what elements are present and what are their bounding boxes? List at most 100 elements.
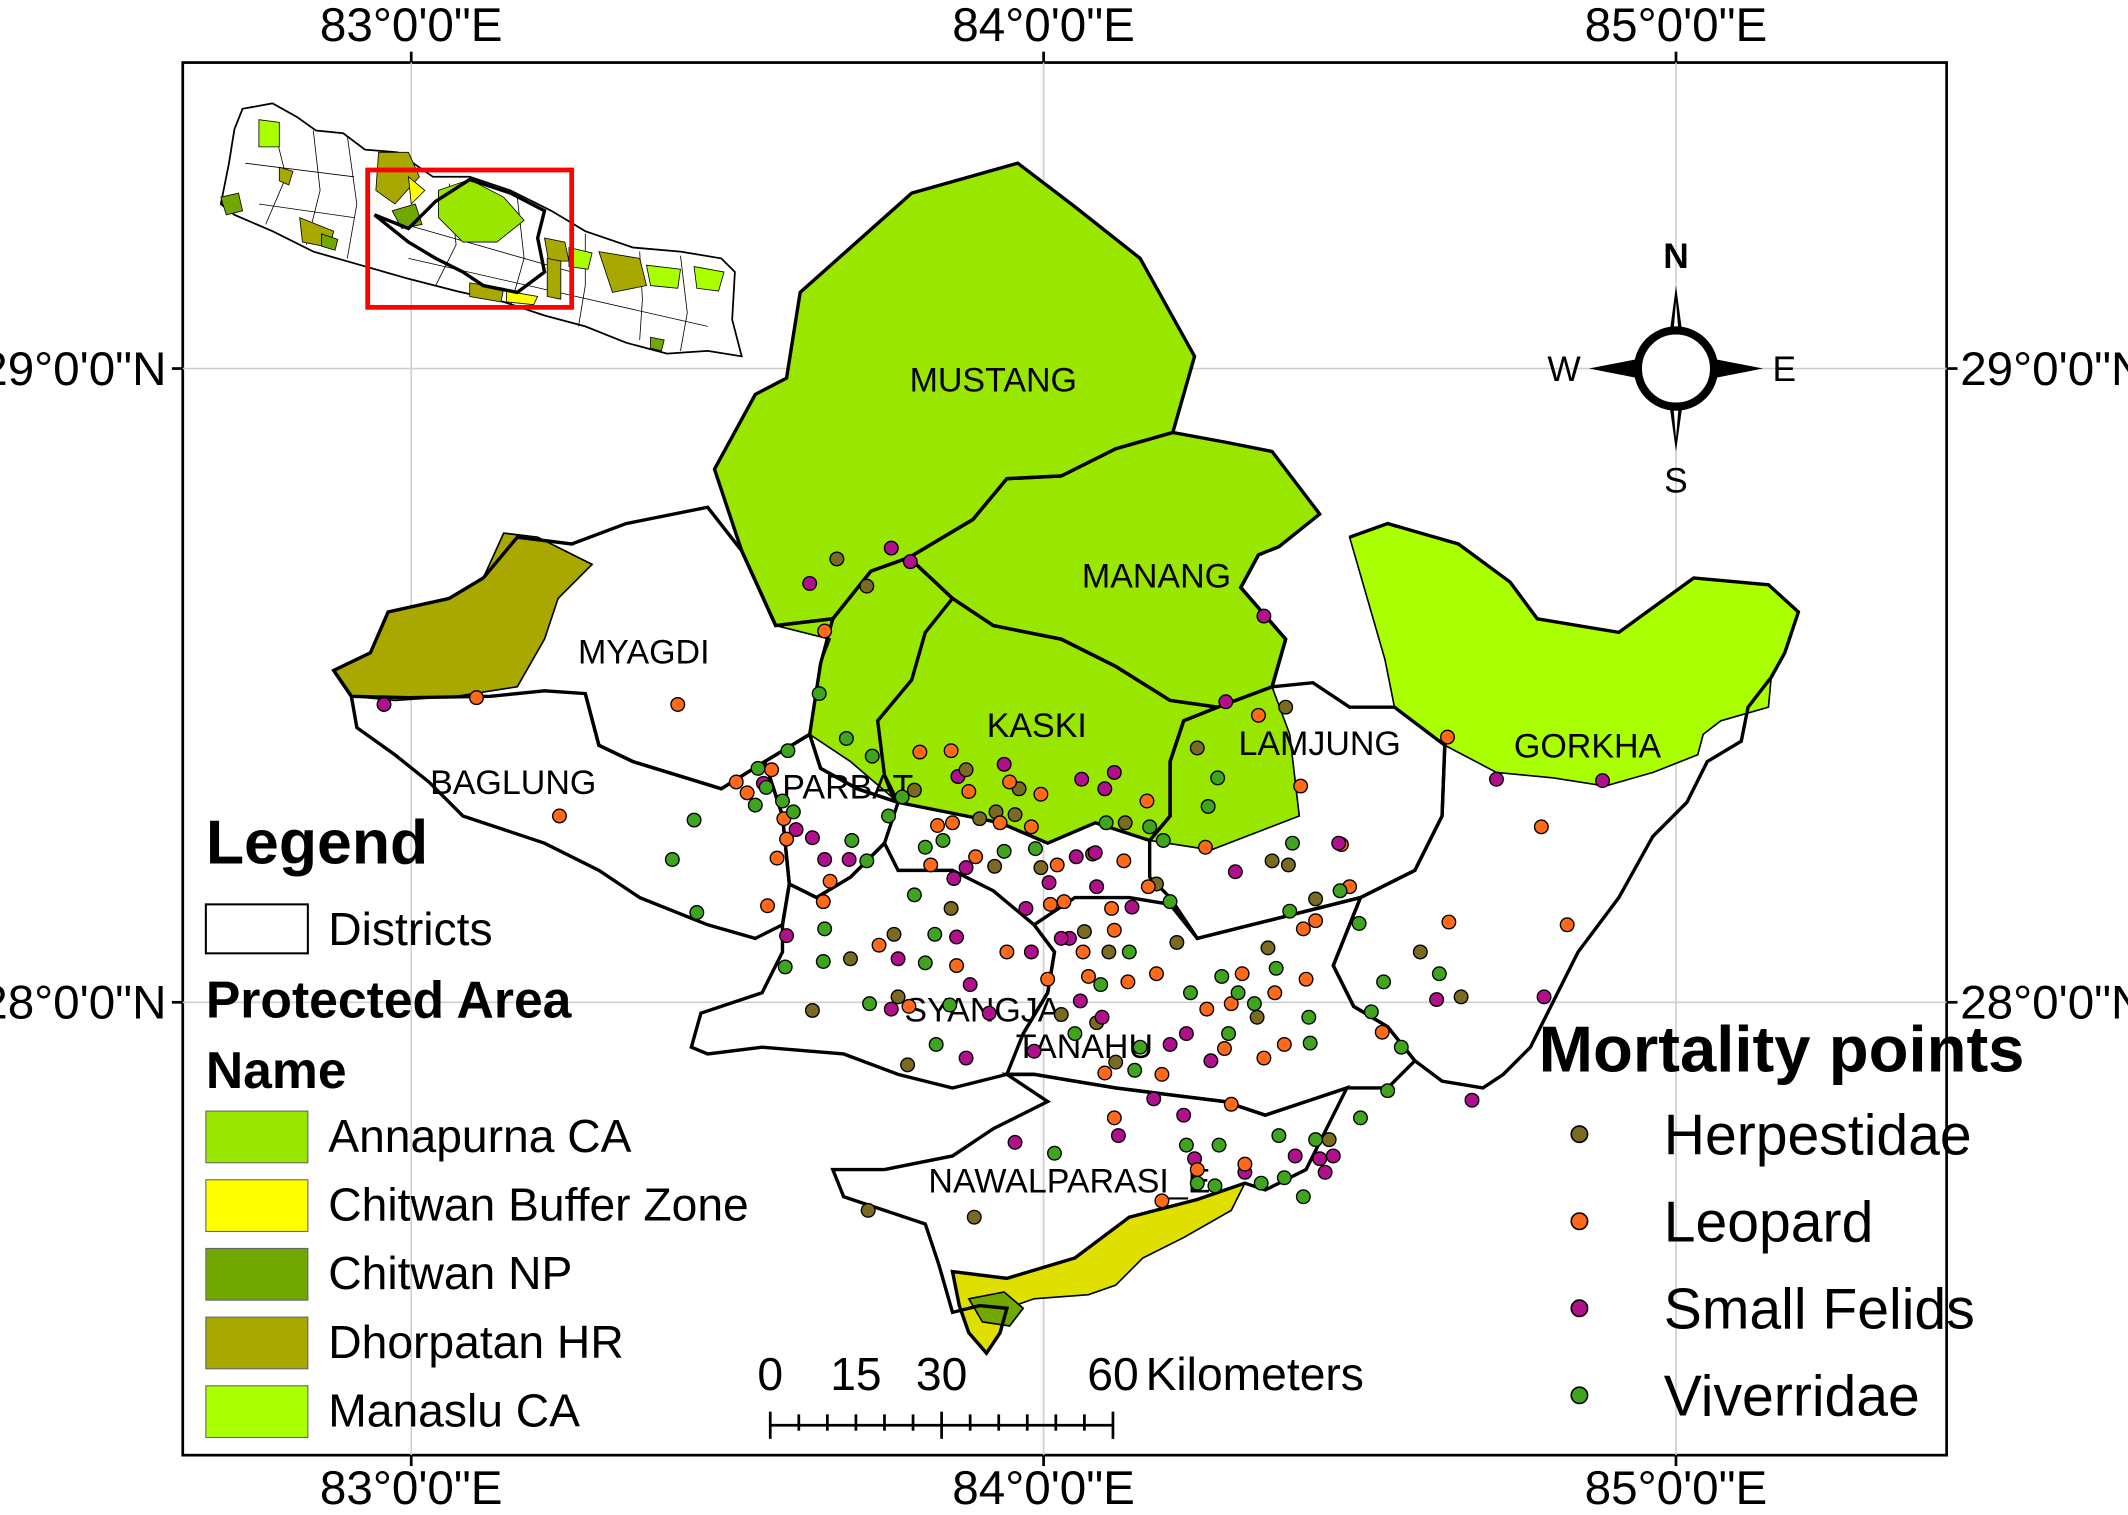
mortality-point	[1230, 985, 1246, 1001]
mortality-point	[1176, 1107, 1192, 1123]
mortality-point	[817, 852, 833, 867]
mortality-point	[1127, 1062, 1143, 1078]
mortality-point	[1042, 896, 1058, 912]
mortality-point	[958, 860, 974, 876]
mortality-point	[1139, 793, 1155, 809]
mortality-point	[788, 822, 804, 838]
legend-name-title: Name	[206, 1041, 347, 1099]
mortality-point	[1049, 857, 1065, 873]
mortality-point	[864, 748, 880, 764]
mortality-point	[912, 744, 928, 760]
mortality-point	[747, 797, 763, 813]
mortality-point	[859, 853, 875, 869]
mortality-point	[962, 977, 978, 993]
mortality-point	[1268, 960, 1284, 976]
mortality-point	[1595, 773, 1611, 789]
compass-w: W	[1547, 350, 1581, 389]
district-baglung	[332, 669, 792, 941]
graticule-ticks	[171, 51, 1958, 1467]
mortality-legend-label: Herpestidae	[1664, 1104, 1972, 1168]
mortality-point	[1148, 966, 1164, 982]
district-label-lamjung: LAMJUNG	[1238, 725, 1400, 763]
lon-label-bottom-85: 85°0'0"E	[1585, 1462, 1768, 1515]
scale-tick-0: 0	[757, 1348, 783, 1400]
mortality-point	[1246, 996, 1262, 1012]
mortality-point	[1023, 819, 1039, 835]
mortality-point	[758, 779, 774, 795]
mortality-legend-items: Herpestidae Leopard Small Felids Viverridae	[1570, 1104, 1975, 1429]
mortality-point	[1559, 917, 1575, 933]
legend-item-label: Chitwan NP	[328, 1247, 572, 1299]
districts	[331, 161, 1801, 1356]
mortality-point	[1312, 1151, 1328, 1167]
mortality-point	[942, 997, 958, 1013]
mortality-point	[1087, 845, 1103, 861]
mortality-point	[1056, 894, 1072, 910]
mortality-point	[1441, 914, 1457, 930]
mortality-point	[1227, 864, 1243, 880]
mortality-point	[841, 852, 857, 867]
mortality-point	[949, 929, 965, 945]
mortality-point	[1094, 1009, 1110, 1025]
mortality-point	[1429, 992, 1445, 1008]
mortality-point	[1223, 1096, 1239, 1112]
legend-swatch	[205, 1385, 309, 1439]
mortality-point	[664, 852, 680, 867]
mortality-point	[1106, 922, 1122, 938]
lat-label-left-29: 29°0'0"N	[0, 343, 166, 396]
mortality-point	[1182, 985, 1198, 1001]
chitwan-np	[967, 1291, 1025, 1327]
mortality-point	[822, 873, 838, 889]
mortality-point	[1033, 786, 1049, 802]
mortality-point	[1089, 879, 1105, 895]
mortality-point	[902, 554, 918, 570]
legend-item-label: Annapurna CA	[328, 1110, 631, 1162]
mortality-point	[1162, 894, 1178, 910]
mortality-point	[1293, 778, 1309, 794]
scale-unit: Kilometers	[1146, 1348, 1364, 1400]
mortality-point	[686, 812, 702, 828]
lon-label-top-83: 83°0'0"E	[320, 0, 503, 52]
mortality-point	[1154, 1066, 1170, 1082]
legend-districts-label: Districts	[328, 903, 492, 955]
mortality-point	[1287, 1148, 1303, 1164]
lon-label-top-84: 84°0'0"E	[952, 0, 1135, 52]
mortality-point	[1249, 1009, 1265, 1025]
mortality-point	[780, 743, 796, 759]
mortality-point	[728, 774, 744, 790]
mortality-point	[966, 1209, 982, 1225]
mortality-point	[1207, 1178, 1223, 1194]
mortality-point	[1154, 1193, 1170, 1209]
scale-tick-30: 30	[916, 1348, 967, 1400]
mortality-point	[1116, 853, 1132, 869]
mortality-point	[972, 811, 988, 827]
mortality-point	[760, 898, 776, 914]
mortality-point	[815, 894, 831, 910]
mortality-point	[943, 743, 959, 759]
lon-label-bottom-83: 83°0'0"E	[320, 1462, 503, 1515]
mortality-point	[1250, 707, 1266, 723]
mortality-point	[469, 690, 484, 706]
mortality-point	[1101, 944, 1117, 960]
mortality-point	[1007, 1134, 1023, 1150]
mortality-point	[917, 955, 933, 971]
lat-label-right-28: 28°0'0"N	[1960, 977, 2128, 1030]
mortality-point	[844, 832, 860, 848]
district-kaski-inner	[951, 596, 1218, 709]
mortality-point	[1352, 1110, 1368, 1126]
mortality-point	[906, 782, 922, 798]
mortality-point	[906, 887, 922, 903]
mortality-point	[1278, 699, 1294, 715]
north-arrow-w-point	[1588, 359, 1638, 379]
compass-n: N	[1663, 237, 1689, 276]
mortality-point	[1104, 900, 1120, 916]
mortality-point	[1108, 1054, 1124, 1070]
mortality-legend-title: Mortality points	[1539, 1013, 2025, 1086]
north-arrow: N S E W	[1547, 237, 1796, 500]
mortality-point	[1234, 966, 1250, 982]
mortality-point	[1097, 781, 1113, 797]
mortality-point	[1301, 1009, 1317, 1025]
mortality-point	[1033, 860, 1049, 876]
mortality-point	[1018, 900, 1034, 916]
mortality-point	[817, 921, 833, 937]
